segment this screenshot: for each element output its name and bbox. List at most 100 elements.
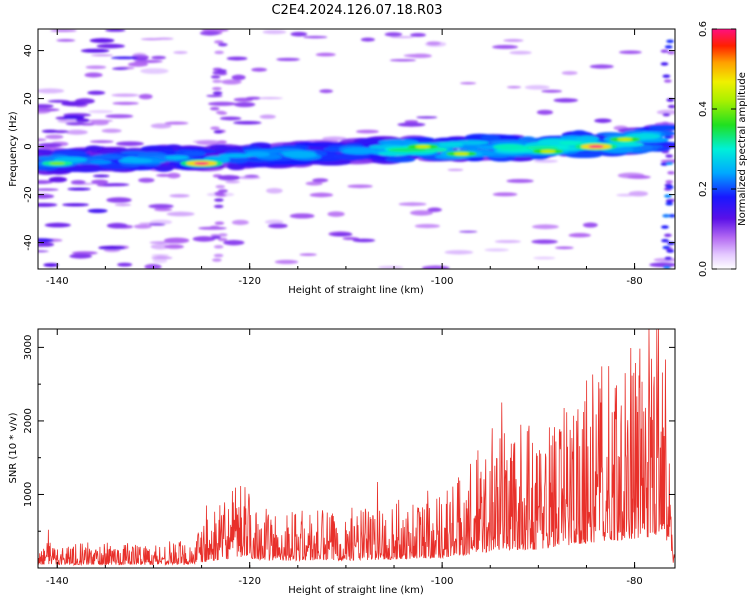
- heatmap-cell: [85, 119, 114, 122]
- heatmap-cell: [214, 50, 224, 55]
- heatmap-cell: [352, 238, 376, 243]
- heatmap-cell: [138, 177, 155, 183]
- heatmap-cell: [666, 39, 675, 44]
- heatmap-cell: [663, 79, 672, 83]
- heatmap-cell: [347, 184, 373, 189]
- heatmap-cell: [665, 180, 674, 184]
- heatmap-x-tick-label: -100: [431, 276, 454, 287]
- heatmap-cell: [154, 165, 174, 172]
- snr-panel: -140 -120 -100 -80 1000 2000 3000 Height of st…: [8, 328, 676, 596]
- heatmap-cell: [101, 128, 122, 133]
- heatmap-cell: [138, 152, 160, 158]
- heatmap-cell: [231, 74, 246, 81]
- heatmap-cell: [460, 82, 477, 85]
- heatmap-cell: [554, 246, 574, 250]
- heatmap-cell: [61, 101, 87, 107]
- heatmap-cell: [233, 121, 262, 125]
- heatmap-cell: [210, 126, 220, 130]
- heatmap-cell: [397, 122, 426, 127]
- heatmap-cell: [509, 50, 532, 55]
- heatmap-cell: [151, 256, 173, 260]
- heatmap-cell: [148, 223, 166, 226]
- heatmap-cell: [150, 123, 172, 129]
- colorbar-tick-label: 0.6: [698, 21, 709, 37]
- snr-x-tick-label: -140: [46, 576, 69, 587]
- heatmap-cell: [360, 37, 375, 42]
- heatmap-cell: [69, 253, 92, 259]
- heatmap-cell: [62, 203, 89, 207]
- heatmap-cell: [217, 237, 228, 242]
- heatmap-cell: [151, 55, 166, 60]
- heatmap-cell: [553, 98, 579, 103]
- snr-axes: -140 -120 -100 -80 1000 2000 3000: [23, 329, 675, 587]
- heatmap-cell: [150, 243, 170, 250]
- heatmap-cell: [65, 122, 86, 126]
- heatmap-cell: [665, 199, 674, 203]
- heatmap-cell: [138, 93, 153, 100]
- heatmap-cell: [444, 250, 474, 255]
- colorbar: 0.0 0.2 0.4 0.6 Normalized spectral amplitu…: [698, 21, 748, 277]
- heatmap-cell: [127, 61, 149, 67]
- heatmap-cell: [111, 93, 140, 97]
- heatmap-panel: -140 -120 -100 -80 -40 -20 0 20 40 Height of str…: [8, 28, 676, 296]
- heatmap-y-tick-label: 0: [23, 143, 34, 149]
- heatmap-cell: [660, 62, 669, 66]
- heatmap-cell: [214, 191, 224, 196]
- heatmap-cell: [233, 101, 256, 108]
- heatmap-cell: [43, 263, 59, 267]
- heatmap-cell: [268, 223, 288, 229]
- heatmap-cell: [218, 189, 228, 193]
- heatmap-cell: [524, 85, 550, 90]
- heatmap-cell: [84, 145, 103, 152]
- heatmap-cell: [453, 152, 470, 156]
- heatmap-cell: [193, 161, 210, 165]
- heatmap-cell: [91, 154, 126, 160]
- heatmap-cell: [533, 256, 556, 260]
- heatmap-cell: [112, 101, 139, 105]
- heatmap-cell: [38, 149, 53, 154]
- heatmap-cell: [118, 158, 153, 164]
- heatmap-cell: [531, 239, 558, 244]
- colorbar-tick-label: 0.2: [698, 181, 709, 197]
- heatmap-cell: [614, 142, 644, 147]
- heatmap-cell: [266, 187, 283, 194]
- heatmap-cell: [540, 149, 556, 153]
- heatmap-cell: [541, 89, 563, 93]
- snr-y-tick-label: 3000: [23, 335, 34, 360]
- heatmap-cell: [619, 50, 642, 55]
- heatmap-cell: [492, 143, 526, 150]
- heatmap-cell: [38, 188, 59, 191]
- heatmap-cell: [217, 42, 228, 47]
- heatmap-cell: [668, 214, 675, 218]
- heatmap-cell: [70, 180, 86, 185]
- heatmap-cell: [38, 108, 60, 112]
- heatmap-cell: [237, 160, 277, 168]
- heatmap-cell: [89, 38, 115, 43]
- heatmap-cell: [459, 230, 478, 233]
- heatmap-cell: [209, 106, 220, 111]
- heatmap-cell: [213, 130, 224, 134]
- heatmap-cell: [665, 154, 674, 158]
- heatmap-cell: [212, 91, 223, 95]
- heatmap-y-tick-label: -20: [23, 186, 34, 202]
- heatmap-cell: [531, 224, 559, 230]
- colorbar-tick-label: 0.0: [698, 261, 709, 277]
- heatmap-cell: [333, 152, 371, 161]
- heatmap-cell: [152, 258, 168, 264]
- heatmap-cell: [315, 52, 336, 57]
- heatmap-cell: [208, 101, 237, 106]
- heatmap-cell: [626, 175, 651, 179]
- heatmap-cell: [65, 129, 88, 135]
- heatmap-cell: [148, 203, 174, 209]
- heatmap-cell: [303, 35, 328, 39]
- heatmap-cell: [662, 74, 671, 78]
- heatmap-cell: [231, 219, 249, 226]
- heatmap-cell: [660, 49, 669, 53]
- heatmap-cell: [309, 192, 334, 198]
- heatmap-cell: [355, 129, 379, 134]
- heatmap-cell: [389, 36, 415, 39]
- heatmap-cell: [415, 145, 431, 149]
- heatmap-cell: [62, 115, 85, 120]
- heatmap-cell: [199, 30, 220, 36]
- heatmap-x-tick-label: -140: [46, 276, 69, 287]
